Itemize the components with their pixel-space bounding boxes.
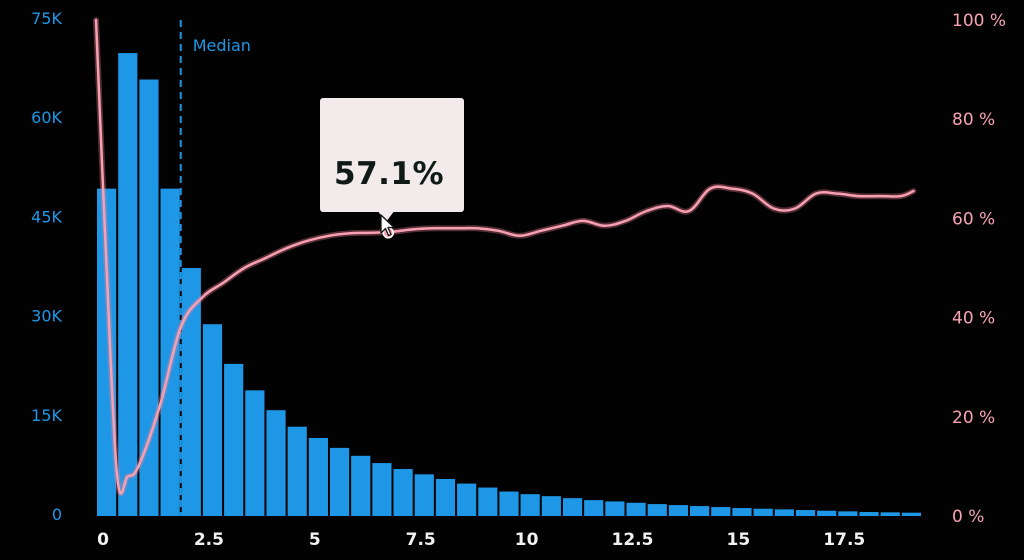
bar <box>859 512 879 516</box>
right-axis-tick-label: 60 % <box>952 209 995 229</box>
bar <box>901 512 921 516</box>
right-axis-ticks: 0 % 20 % 40 % 60 % 80 % 100 % <box>952 11 1006 527</box>
right-axis-tick-label: 40 % <box>952 309 995 329</box>
bar <box>97 188 117 516</box>
left-axis-tick-label: 75K <box>31 9 62 28</box>
tooltip-value: 57.1% <box>334 156 445 192</box>
median-layer: Median <box>179 20 251 516</box>
bar <box>647 504 667 516</box>
bar <box>774 509 794 516</box>
bar <box>414 474 434 516</box>
x-axis-tick-label: 12.5 <box>612 530 654 550</box>
x-axis-tick-label: 17.5 <box>823 530 865 550</box>
left-axis-ticks: 0 15K 30K 45K 60K 75K <box>31 9 62 524</box>
x-axis-tick-label: 0 <box>97 530 109 550</box>
bar <box>308 437 328 516</box>
bar <box>478 487 498 516</box>
right-axis-tick-label: 80 % <box>952 110 995 130</box>
mouse-cursor-icon <box>380 214 395 237</box>
right-axis-tick-label: 0 % <box>952 507 984 527</box>
left-axis-tick-label: 45K <box>31 207 62 226</box>
bar <box>457 483 477 516</box>
bar <box>838 511 858 516</box>
bar <box>160 188 180 516</box>
bar <box>562 498 583 516</box>
value-tooltip: 57.1% <box>320 98 464 212</box>
left-axis-tick-label: 0 <box>52 505 62 524</box>
left-axis-tick-label: 15K <box>31 406 62 425</box>
line-layer <box>93 17 917 497</box>
bar <box>711 507 731 516</box>
bars-layer <box>97 53 921 517</box>
x-axis-tick-label: 10 <box>515 530 539 550</box>
x-axis-ticks: 0 2.5 5 7.5 10 12.5 15 17.5 <box>97 530 865 550</box>
left-axis-tick-label: 60K <box>31 108 62 127</box>
bar <box>287 426 307 516</box>
series-line <box>94 18 915 495</box>
bar <box>393 469 413 516</box>
right-axis-tick-label: 20 % <box>952 408 995 428</box>
bar <box>351 455 371 516</box>
bar <box>668 505 689 516</box>
x-axis-tick-label: 15 <box>727 530 751 550</box>
bar <box>584 500 604 516</box>
bar <box>266 410 286 516</box>
bar <box>817 510 837 516</box>
bar <box>541 496 561 516</box>
bar <box>690 506 710 516</box>
right-axis-tick-label: 100 % <box>952 11 1006 31</box>
bar <box>118 53 138 517</box>
bar <box>435 478 456 516</box>
bar <box>372 463 392 516</box>
left-axis-tick-label: 30K <box>31 307 62 326</box>
bar <box>245 390 265 516</box>
bar <box>202 324 223 516</box>
bar <box>139 79 159 517</box>
bar <box>732 508 752 516</box>
x-axis-tick-label: 5 <box>309 530 321 550</box>
x-axis-tick-label: 7.5 <box>406 530 436 550</box>
bar <box>880 512 900 516</box>
bar <box>329 447 350 516</box>
x-axis-tick-label: 2.5 <box>194 530 224 550</box>
bar <box>520 494 540 516</box>
bar <box>626 502 646 516</box>
bar <box>795 510 816 516</box>
bar <box>605 501 625 516</box>
bar <box>181 268 201 516</box>
median-label: Median <box>193 36 251 55</box>
bar <box>224 363 244 516</box>
bar <box>499 491 519 516</box>
bar <box>753 508 773 516</box>
